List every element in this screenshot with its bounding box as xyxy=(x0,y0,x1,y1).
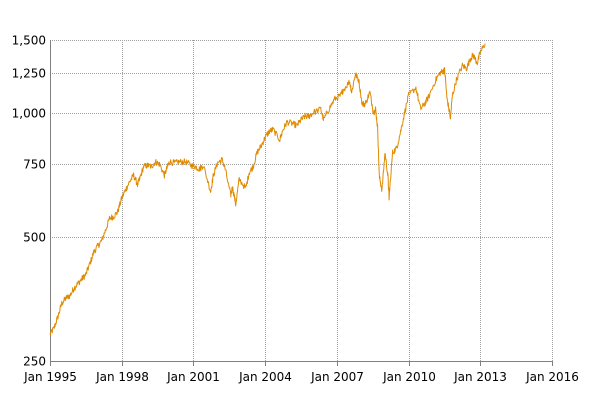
axis-layer xyxy=(50,40,553,366)
grid-layer xyxy=(50,40,553,362)
y-tick-label-5: 1,500 xyxy=(12,34,46,48)
x-tick-label-7: Jan 2016 xyxy=(525,370,579,384)
x-tick-label-1: Jan 1998 xyxy=(95,370,149,384)
x-tick-label-4: Jan 2007 xyxy=(310,370,364,384)
x-tick-label-6: Jan 2013 xyxy=(453,370,507,384)
x-tick-label-2: Jan 2001 xyxy=(166,370,220,384)
tick-label-layer: 250 500 750 1,000 1,250 1,500 Jan 1995 Jan 1998… xyxy=(12,34,579,385)
y-tick-label-2: 750 xyxy=(23,158,46,172)
y-tick-label-1: 500 xyxy=(23,231,46,245)
x-tick-label-3: Jan 2004 xyxy=(238,370,292,384)
y-tick-label-4: 1,250 xyxy=(12,67,46,81)
series-layer xyxy=(49,43,486,336)
y-tick-label-3: 1,000 xyxy=(12,107,46,121)
x-tick-label-0: Jan 1995 xyxy=(23,370,77,384)
y-tick-label-0: 250 xyxy=(23,355,46,369)
x-tick-label-5: Jan 2010 xyxy=(382,370,436,384)
series-line-0 xyxy=(49,43,486,336)
